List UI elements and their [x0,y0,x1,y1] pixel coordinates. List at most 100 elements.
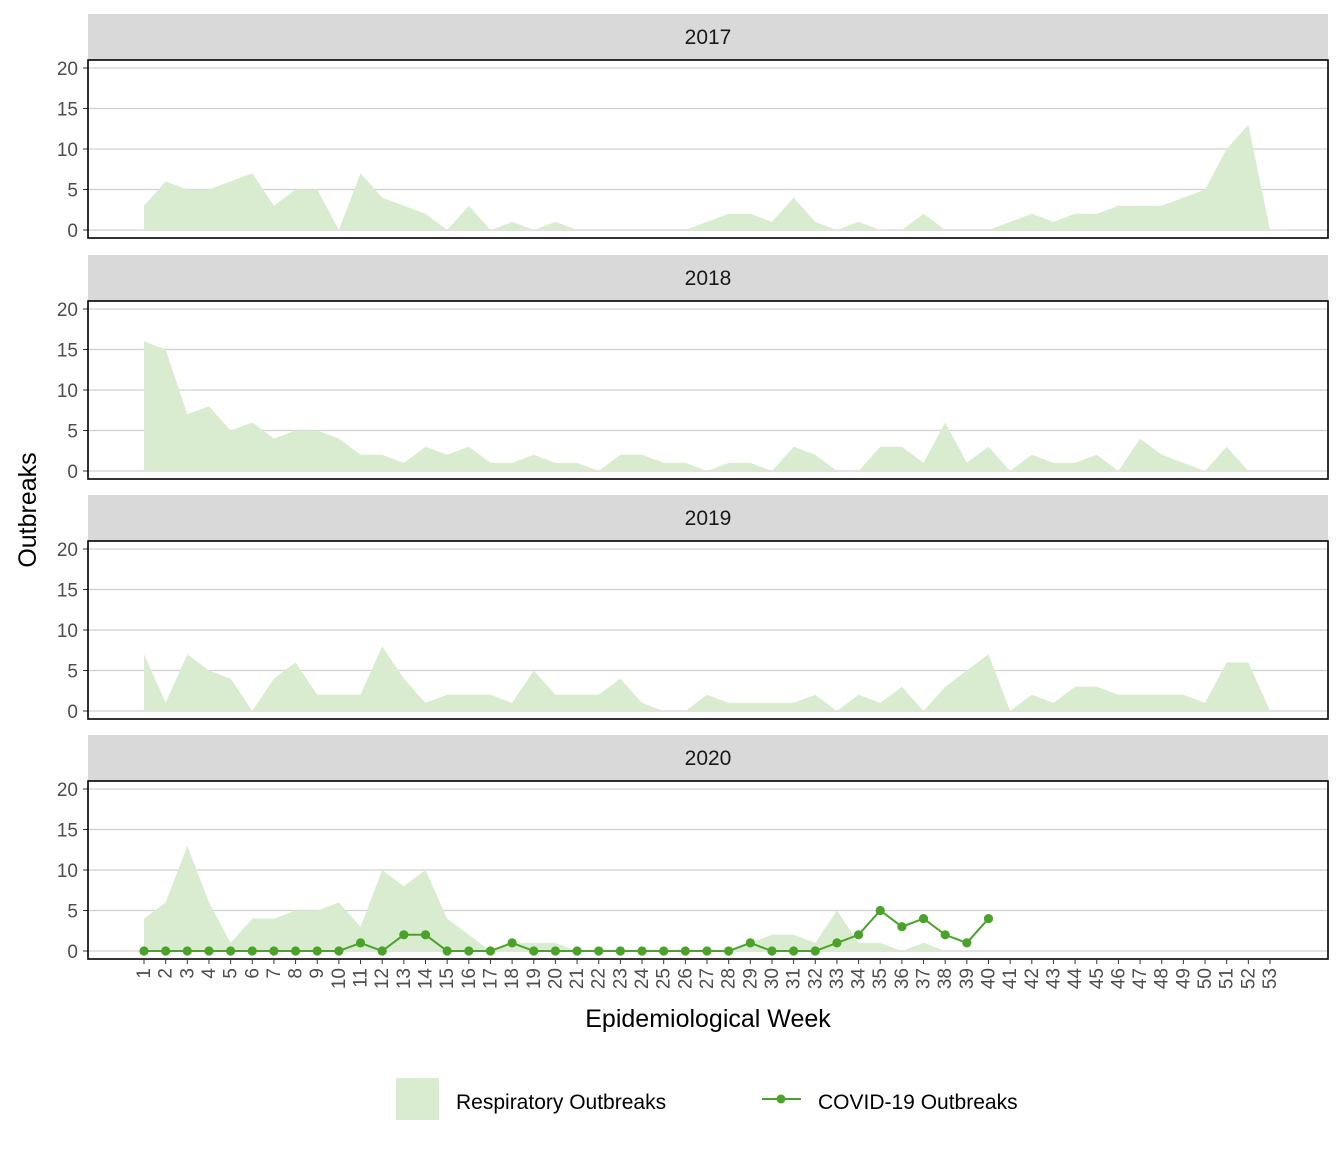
x-axis-title: Epidemiological Week [585,1005,831,1033]
x-tick-label: 48 [1152,968,1173,989]
x-tick-label: 19 [524,968,545,989]
covid-point [724,946,734,956]
covid-point [269,946,279,956]
x-tick-label: 18 [502,968,523,989]
y-tick-label: 15 [57,341,78,362]
y-tick-label: 10 [57,861,78,882]
y-tick-label: 20 [57,780,78,801]
covid-point [832,938,842,948]
x-tick-label: 29 [740,968,761,989]
covid-point [290,946,301,956]
covid-point [789,946,799,956]
x-tick-label: 5 [221,968,242,979]
panel-strip [88,14,1328,60]
panel-strip [88,495,1328,541]
covid-point [940,930,950,940]
covid-point [507,938,517,948]
y-tick-label: 15 [57,821,78,842]
legend-swatch-covid-point [776,1094,786,1104]
x-tick-label: 14 [416,968,437,990]
covid-point [983,914,994,924]
legend-label-covid: COVID-19 Outbreaks [818,1091,1018,1114]
x-tick-label: 28 [719,968,740,989]
panel-strip [88,255,1328,301]
x-tick-label: 12 [372,968,393,989]
y-tick-label: 10 [57,381,78,402]
x-tick-label: 52 [1238,968,1259,989]
x-tick-label: 53 [1260,968,1281,989]
covid-point [810,946,820,956]
panel-strip-label: 2017 [685,26,732,49]
y-tick-label: 20 [57,300,78,321]
covid-point [550,946,561,956]
covid-point [637,946,647,956]
x-tick-label: 2 [156,968,177,979]
y-tick-label: 5 [67,662,78,683]
y-tick-label: 15 [57,581,78,602]
panel-border [87,780,1329,960]
panel-strip-label: 2019 [685,507,732,530]
x-tick-label: 42 [1022,968,1043,989]
x-tick-label: 47 [1130,968,1151,989]
legend-label-respiratory: Respiratory Outbreaks [456,1091,666,1114]
x-tick-label: 36 [892,968,913,989]
x-tick-label: 24 [632,968,653,990]
y-axis-title: Outbreaks [14,452,42,567]
panel-2018: 2018 0 5 10 15 20 [57,255,1329,483]
x-axis: 1 2 3 4 5 6 7 8 9 10 11 12 13 14 15 16 17 18 19 20 21 22 23 24 2… [134,959,1281,989]
covid-point [377,946,387,956]
x-tick-label: 34 [849,968,870,990]
x-tick-label: 39 [957,968,978,989]
panel-2017: 2017 0 5 10 15 20 [57,14,1329,242]
covid-point [464,946,474,956]
x-tick-label: 37 [914,968,935,989]
covid-point [420,930,431,940]
x-tick-label: 11 [351,968,372,988]
covid-point [897,922,907,932]
panel-strip-label: 2020 [685,747,732,770]
x-tick-label: 9 [307,968,328,979]
x-tick-label: 25 [654,968,675,989]
x-tick-label: 30 [762,968,783,989]
y-tick-label: 5 [67,422,78,443]
covid-point [918,914,929,924]
covid-point [226,946,236,956]
covid-point [767,946,777,956]
x-tick-label: 17 [480,968,501,989]
panel-strip-label: 2018 [685,267,732,290]
x-tick-label: 13 [394,968,415,989]
panel-border [87,300,1329,480]
covid-point [355,938,366,948]
y-tick-label: 15 [57,100,78,121]
covid-point [572,946,582,956]
panel-border [87,59,1329,239]
covid-point [875,905,885,916]
covid-point [442,946,452,956]
x-tick-label: 1 [134,968,155,979]
respiratory-area [144,845,989,951]
covid-point [659,946,669,956]
y-tick-label: 20 [57,59,78,80]
panel-strip [88,735,1328,781]
covid-point [853,930,864,940]
x-tick-label: 43 [1043,968,1064,989]
x-tick-label: 50 [1195,968,1216,989]
covid-point [529,946,539,956]
covid-point [312,946,322,956]
respiratory-area [144,646,1270,711]
covid-point [161,946,171,956]
y-tick-label: 10 [57,140,78,161]
covid-point [594,946,604,956]
y-tick-label: 10 [57,621,78,642]
x-tick-label: 49 [1173,968,1194,989]
respiratory-area [144,124,1270,230]
x-tick-label: 46 [1108,968,1129,989]
x-tick-label: 41 [1000,968,1021,989]
covid-point [139,946,149,956]
x-tick-label: 16 [459,968,480,989]
x-tick-label: 32 [805,968,826,989]
y-tick-label: 0 [67,221,78,242]
chart-panels: 2017051015202018051015202019051015202020… [57,14,1329,963]
legend-swatch-respiratory [396,1078,439,1120]
x-tick-label: 3 [177,968,198,979]
